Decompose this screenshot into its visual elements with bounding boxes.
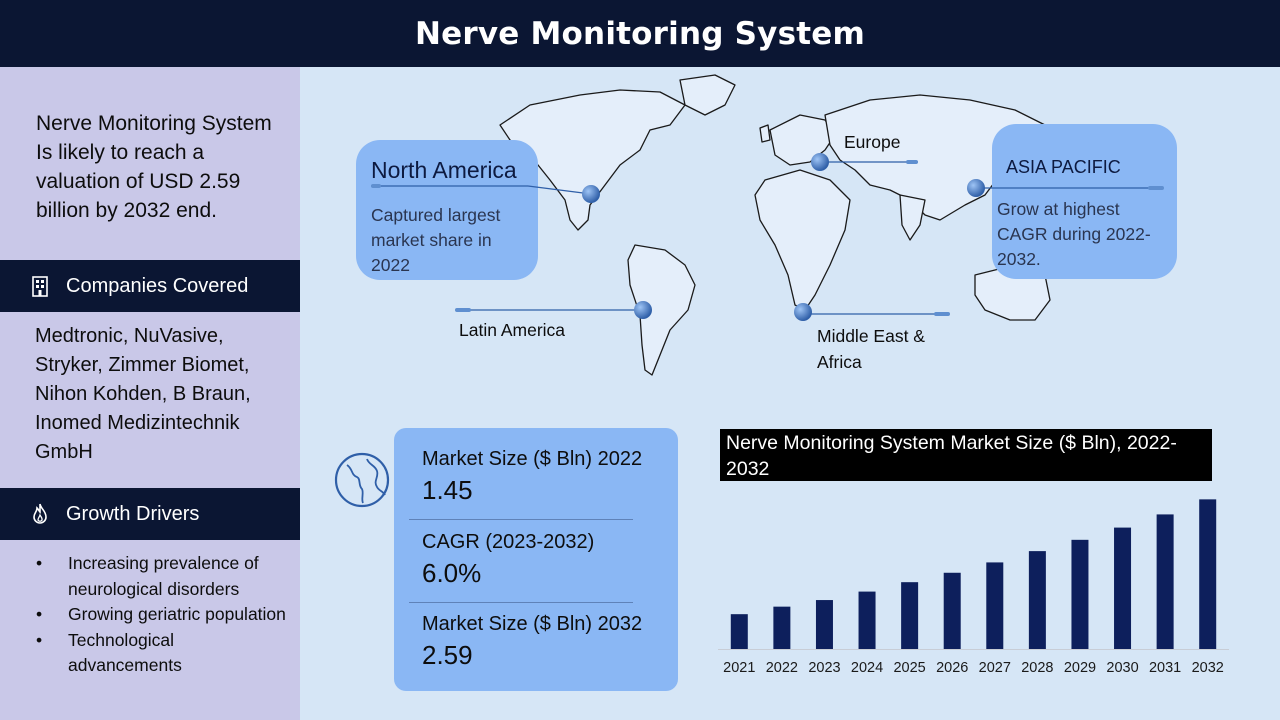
drivers-heading: Growth Drivers: [0, 488, 300, 540]
x-tick-label: 2023: [808, 660, 840, 676]
metric-cagr: CAGR (2023-2032) 6.0%: [422, 531, 594, 589]
globe-icon: [334, 452, 390, 508]
x-tick-label: 2021: [723, 660, 755, 676]
bar-2022: [773, 606, 791, 649]
asia-shape: [824, 94, 1046, 221]
companies-heading: Companies Covered: [0, 260, 300, 312]
north-america-desc: Captured largest market share in 2022: [371, 205, 501, 275]
uk-shape: [759, 124, 771, 143]
metric-label: CAGR (2023-2032): [422, 531, 595, 553]
page-title: Nerve Monitoring System: [415, 15, 865, 52]
bar-2024: [858, 591, 876, 649]
summary-text: Nerve Monitoring System Is likely to rea…: [36, 112, 272, 222]
market-size-bar-chart: 2021 2022 2023 2024 2025 2026 2027 2028 2029 2030…: [718, 499, 1229, 676]
metric-label: Market Size ($ Bln) 2022: [422, 448, 643, 470]
north-america-title: North America: [371, 157, 517, 183]
driver-item: Increasing prevalence of neurological di…: [36, 551, 286, 602]
driver-item: Technological advancements: [36, 628, 286, 679]
x-tick-label: 2025: [893, 660, 925, 676]
mea-label: Middle East & Africa: [817, 326, 925, 372]
companies-list: Medtronic, NuVasive, Stryker, Zimmer Bio…: [35, 325, 251, 463]
africa-shape: [754, 169, 851, 311]
x-tick-label: 2031: [1149, 660, 1181, 676]
metric-divider: [409, 519, 633, 520]
asia-pacific-desc: Grow at highest CAGR during 2022-2032.: [997, 199, 1151, 269]
chart-title: Nerve Monitoring System Market Size ($ B…: [720, 429, 1212, 481]
metric-market-size-2022: Market Size ($ Bln) 2022 1.45: [422, 448, 642, 506]
driver-item: Growing geriatric population: [36, 602, 286, 628]
x-tick-label: 2032: [1192, 660, 1224, 676]
bar-2026: [943, 572, 961, 649]
bar-2025: [901, 582, 919, 649]
metric-value: 1.45: [422, 475, 473, 505]
asia-pacific-box: [992, 124, 1177, 279]
x-tick-label: 2024: [851, 660, 883, 676]
sidebar: Nerve Monitoring System Is likely to rea…: [0, 67, 300, 720]
bar-2023: [815, 600, 833, 649]
metric-value: 2.59: [422, 640, 473, 670]
companies-heading-label: Companies Covered: [66, 274, 249, 297]
bar-2031: [1156, 514, 1174, 649]
bar-2030: [1114, 527, 1132, 649]
header-bar: Nerve Monitoring System: [0, 0, 1280, 67]
europe-label: Europe: [844, 132, 901, 152]
bar-2021: [730, 614, 748, 649]
metric-label: Market Size ($ Bln) 2032: [422, 613, 643, 635]
north-america-box: [356, 140, 538, 280]
bar-2029: [1071, 539, 1089, 649]
bar-2027: [986, 562, 1004, 649]
bar-2032: [1199, 499, 1217, 649]
building-icon: [32, 276, 48, 297]
x-tick-label: 2027: [979, 660, 1011, 676]
world-map: [499, 74, 1051, 376]
metric-market-size-2032: Market Size ($ Bln) 2032 2.59: [422, 613, 642, 671]
metrics-panel: Market Size ($ Bln) 2022 1.45 CAGR (2023…: [394, 428, 678, 691]
greenland-shape: [679, 74, 736, 116]
metric-value: 6.0%: [422, 558, 482, 588]
metric-divider: [409, 602, 633, 603]
x-tick-label: 2028: [1021, 660, 1053, 676]
india-shape: [899, 194, 926, 241]
drivers-list: Increasing prevalence of neurological di…: [36, 551, 286, 679]
latin-america-label: Latin America: [459, 320, 566, 340]
europe-shape: [769, 114, 836, 166]
asia-pacific-title: ASIA PACIFIC: [1006, 157, 1121, 177]
south-america-shape: [627, 244, 696, 376]
x-tick-label: 2022: [766, 660, 798, 676]
x-tick-label: 2026: [936, 660, 968, 676]
flame-icon: [33, 503, 47, 524]
north-america-shape: [499, 89, 686, 231]
x-tick-label: 2029: [1064, 660, 1096, 676]
x-tick-label: 2030: [1106, 660, 1138, 676]
bar-2028: [1028, 551, 1046, 649]
drivers-heading-label: Growth Drivers: [66, 502, 200, 525]
